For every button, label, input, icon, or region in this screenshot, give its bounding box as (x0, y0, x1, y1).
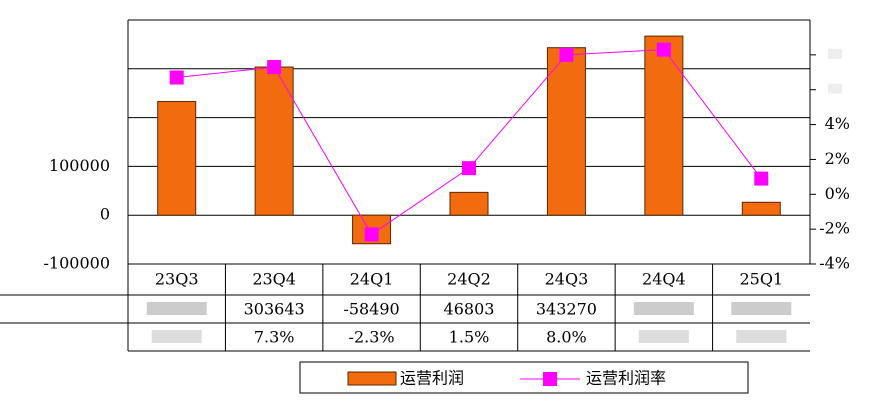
legend-label: 运营利润率 (586, 369, 666, 388)
blurred-cell (633, 302, 694, 315)
marker (462, 161, 476, 176)
bar (449, 191, 489, 216)
bar (644, 35, 684, 216)
legend-marker (543, 372, 557, 386)
y2-tick-label: -2% (819, 219, 850, 238)
bar (157, 100, 197, 216)
x-tick-label: 25Q1 (739, 270, 783, 289)
table-rate: 7.3% (254, 328, 295, 347)
y2-tick-label: 4% (825, 114, 850, 133)
x-tick-label: 24Q1 (350, 270, 394, 289)
marker (364, 227, 379, 242)
marker (267, 60, 282, 75)
table-rate: 1.5% (449, 328, 490, 347)
y2-tick-label: -4% (819, 254, 850, 273)
table-value: 46803 (444, 300, 495, 319)
marker (656, 42, 671, 57)
blurred-cell (638, 330, 689, 343)
marker (754, 171, 769, 186)
legend-swatch (347, 371, 397, 386)
blurred-cell (151, 330, 202, 343)
y2-tick-label: 2% (825, 149, 850, 168)
blurred-label (828, 48, 842, 59)
bar (741, 201, 781, 216)
x-tick-label: 24Q3 (545, 270, 589, 289)
legend-label: 运营利润 (400, 369, 464, 388)
table-value: -58490 (343, 300, 399, 319)
blurred-cell (731, 302, 792, 315)
table-rate: -2.3% (349, 328, 395, 347)
table-value: 303643 (244, 300, 305, 319)
y2-tick-label: 0% (825, 184, 850, 203)
x-tick-label: 24Q4 (642, 270, 686, 289)
x-tick-label: 23Q3 (155, 270, 199, 289)
blurred-label (828, 83, 842, 94)
y-tick-label: 100000 (49, 156, 110, 175)
marker (169, 70, 184, 85)
bar (546, 47, 586, 216)
x-tick-label: 24Q2 (447, 270, 491, 289)
x-tick-label: 23Q4 (252, 270, 296, 289)
blurred-cell (146, 302, 207, 315)
legend-box (299, 361, 749, 394)
table-value: 343270 (536, 300, 597, 319)
y-tick-label: -100000 (44, 254, 110, 273)
table-rate: 8.0% (546, 328, 587, 347)
y-tick-label: 0 (100, 205, 110, 224)
blurred-cell (736, 330, 787, 343)
marker (559, 47, 574, 62)
